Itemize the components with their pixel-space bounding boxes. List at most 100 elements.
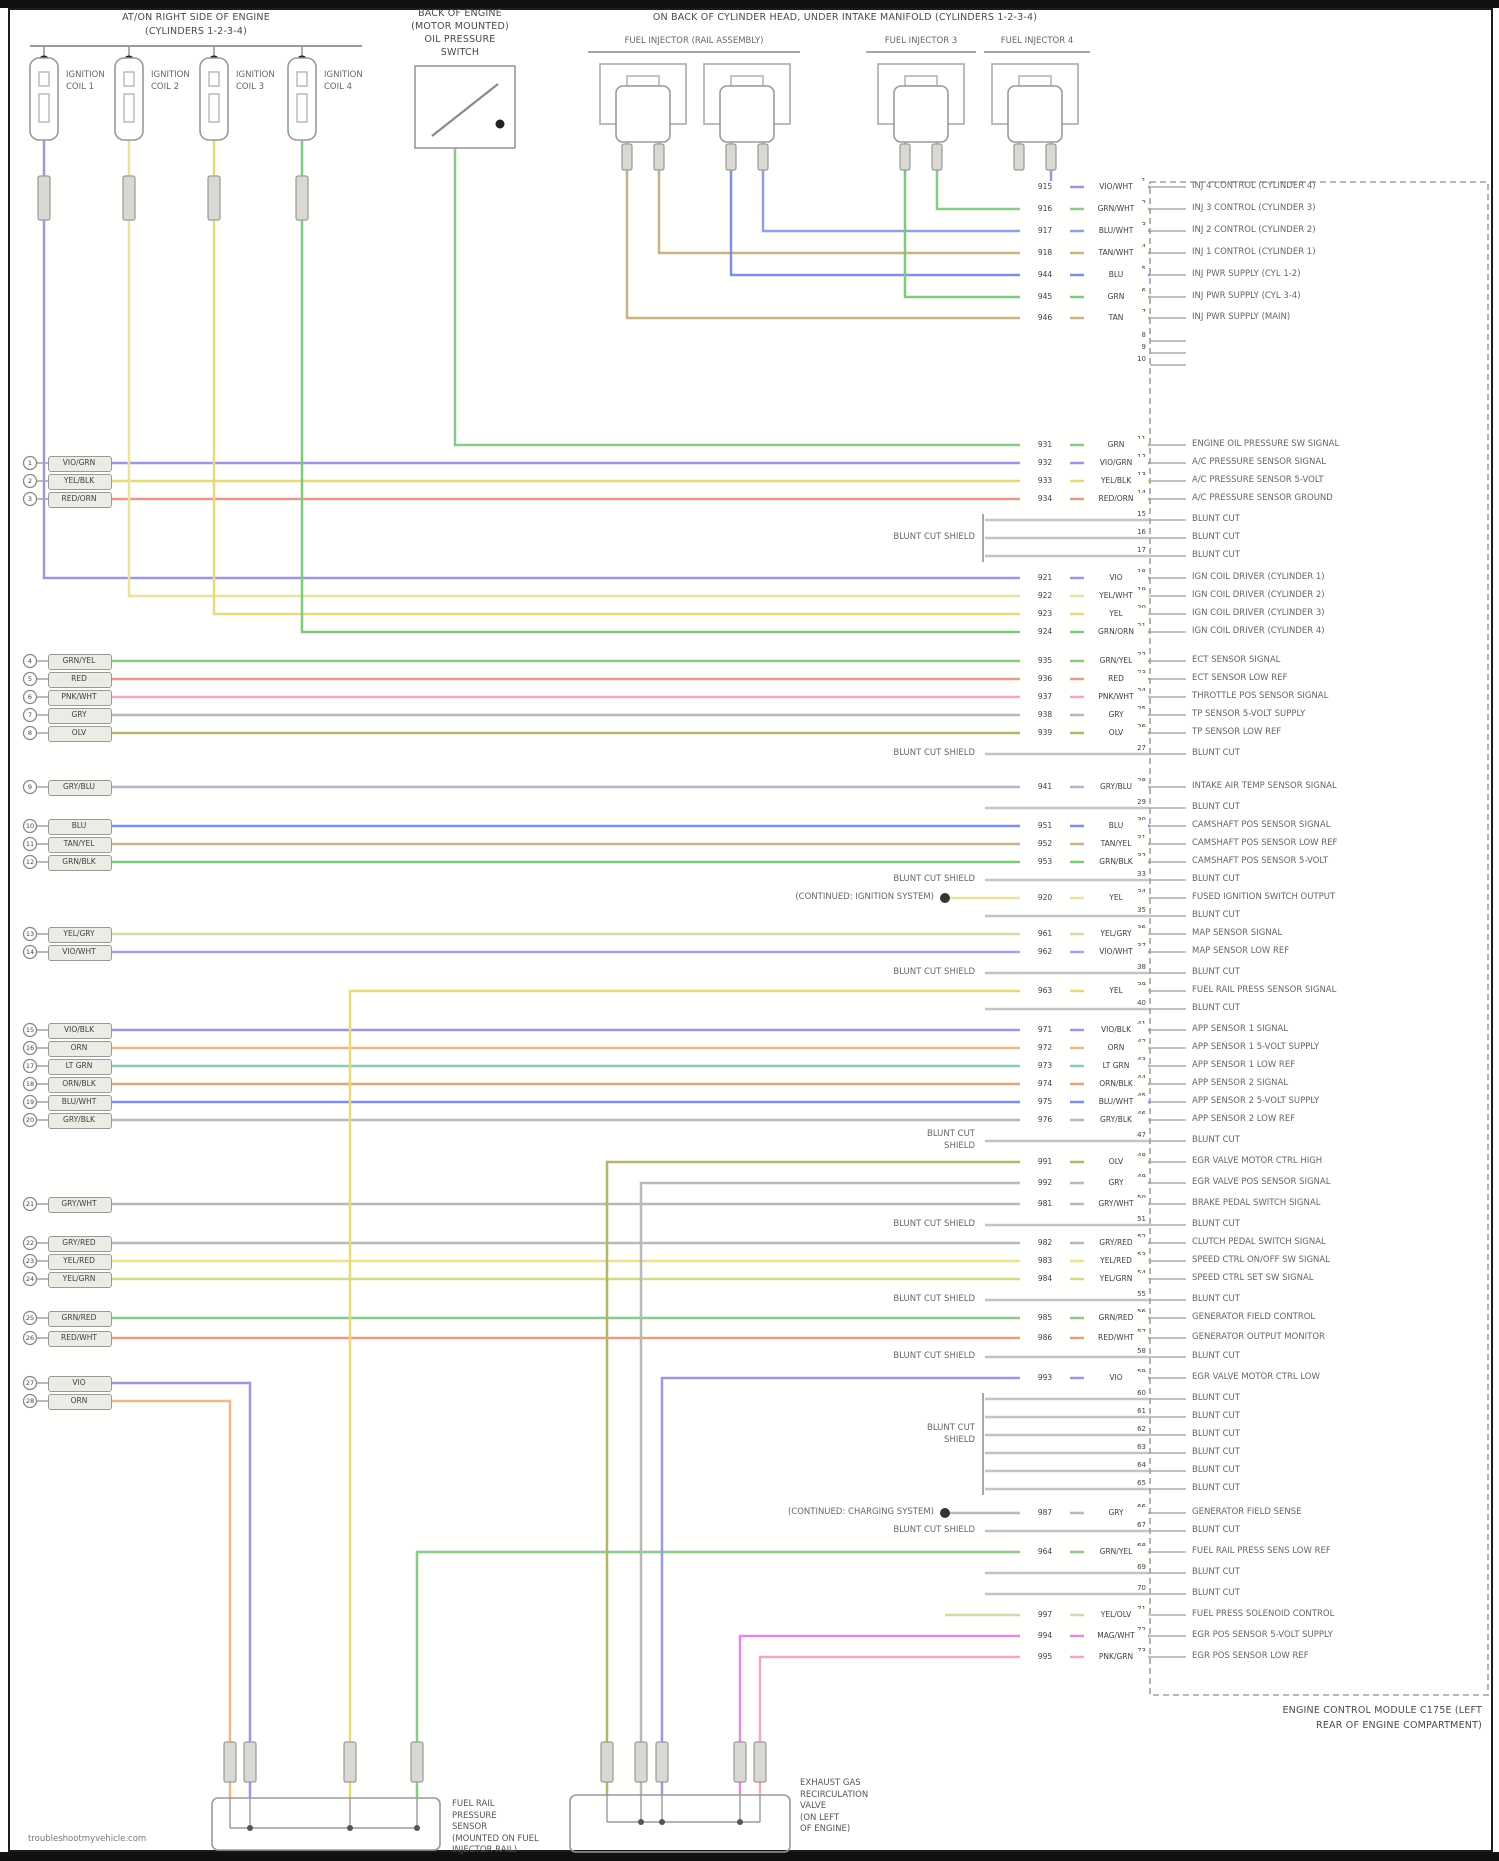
pin-circle xyxy=(22,455,38,471)
wire-color-code: ORN/BLK xyxy=(1084,1078,1148,1089)
wire-color-code: YEL/BLK xyxy=(1084,475,1148,486)
pin-description: BLUNT CUT xyxy=(1192,1447,1240,1457)
left-connector-plug xyxy=(48,927,112,943)
connector-plug xyxy=(600,1741,614,1783)
wire-color-code: GRN/BLK xyxy=(62,857,96,866)
wire xyxy=(348,989,1150,1798)
left-connector-plug xyxy=(48,837,112,853)
junction-dot xyxy=(414,1825,420,1831)
left-pin-number: 28 xyxy=(25,1397,35,1405)
oil-pressure-switch-symbol xyxy=(414,65,516,149)
left-connector-plug xyxy=(48,1376,112,1392)
pin-circle xyxy=(22,653,38,669)
pin-description: BLUNT CUT xyxy=(1192,1429,1240,1439)
wire-color-code: GRY/BLK xyxy=(63,1115,95,1124)
wire-color-code: LT GRN xyxy=(1084,1060,1148,1071)
circuit-number: 924 xyxy=(1020,626,1070,637)
wire-color-code: RED/WHT xyxy=(61,1333,97,1342)
left-pin-number: 5 xyxy=(27,675,33,683)
continued-note: (CONTINUED: IGNITION SYSTEM) xyxy=(795,892,934,902)
pin-number: 69 xyxy=(1137,1563,1146,1571)
pin-circle xyxy=(22,779,38,795)
fuel-injector-symbol xyxy=(615,85,671,143)
wire-color-code: GRN/ORN xyxy=(1084,626,1148,637)
coil-label: IGNITION xyxy=(236,70,275,80)
pin-description: CAMSHAFT POS SENSOR 5-VOLT xyxy=(1192,856,1329,866)
injector-group-label: FUEL INJECTOR 4 xyxy=(1000,36,1074,46)
pin-description: SPEED CTRL SET SW SIGNAL xyxy=(1192,1273,1314,1283)
wire-color-code: VIO/WHT xyxy=(1084,181,1148,192)
left-connector-plug xyxy=(48,654,112,670)
connector-plug xyxy=(733,1741,747,1783)
egr-label: EXHAUST GAS xyxy=(800,1778,861,1788)
pin-circle xyxy=(22,1271,38,1287)
left-pin-number: 6 xyxy=(27,693,33,701)
blunt-cut-shield-label: BLUNT CUT xyxy=(927,1423,975,1433)
connector-plug xyxy=(295,175,309,221)
connector-plug xyxy=(1013,143,1025,171)
circuit-number: 944 xyxy=(1020,269,1070,280)
wire-color-code: GRY/WHT xyxy=(61,1199,97,1208)
blunt-cut-shield-label: SHIELD xyxy=(944,1141,975,1151)
wire-color-code: PNK/WHT xyxy=(61,692,97,701)
pin-number: 58 xyxy=(1137,1347,1146,1355)
left-pin-number: 11 xyxy=(25,840,35,848)
pin-description: BLUNT CUT xyxy=(1192,748,1240,758)
pin-number: 67 xyxy=(1137,1521,1146,1529)
pin-circle xyxy=(22,1196,38,1212)
wire-color-code: TAN/YEL xyxy=(63,839,95,848)
header-right-line1: ON BACK OF CYLINDER HEAD, UNDER INTAKE M… xyxy=(652,12,1038,23)
left-pin-number: 24 xyxy=(25,1275,35,1283)
left-connector-plug xyxy=(48,1077,112,1093)
circuit-number: 992 xyxy=(1020,1177,1070,1188)
pin-number: 38 xyxy=(1137,963,1146,971)
pin-description: APP SENSOR 1 5-VOLT SUPPLY xyxy=(1192,1042,1320,1052)
pin-description: BLUNT CUT xyxy=(1192,1351,1240,1361)
circuit-number: 931 xyxy=(1020,439,1070,450)
pin-circle xyxy=(22,1393,38,1409)
pin-description: CLUTCH PEDAL SWITCH SIGNAL xyxy=(1192,1237,1326,1247)
pin-circle xyxy=(22,491,38,507)
coil-label: COIL 2 xyxy=(151,82,179,92)
frp-label: SENSOR xyxy=(452,1822,488,1832)
pin-description: FUSED IGNITION SWITCH OUTPUT xyxy=(1192,892,1336,902)
pin-description: THROTTLE POS SENSOR SIGNAL xyxy=(1192,691,1329,701)
wire-color-code: OLV xyxy=(71,728,87,737)
left-pin-number: 4 xyxy=(27,657,33,665)
coil-inner-detail xyxy=(38,93,50,123)
pin-number: 27 xyxy=(1137,744,1146,752)
pin-description: BLUNT CUT xyxy=(1192,1525,1240,1535)
frp-label: (MOUNTED ON FUEL xyxy=(452,1833,539,1844)
circuit-number: 934 xyxy=(1020,493,1070,504)
left-pin-number: 1 xyxy=(27,459,33,467)
left-connector-plug xyxy=(48,1041,112,1057)
wire-color-code: RED/ORN xyxy=(1084,493,1148,504)
frp-label: INJECTOR RAIL) xyxy=(452,1845,518,1855)
pin-description: BLUNT CUT xyxy=(1192,1135,1240,1145)
left-connector-plug xyxy=(48,1236,112,1252)
pin-circle xyxy=(22,1330,38,1346)
wire-color-code: VIO/WHT xyxy=(1084,946,1148,957)
left-connector-plug xyxy=(48,690,112,706)
pin-number: 17 xyxy=(1137,546,1146,554)
connector-plug xyxy=(653,143,665,171)
wire-color-code: ORN xyxy=(1084,1042,1148,1053)
left-pin-number: 15 xyxy=(25,1026,35,1034)
wire-color-code: VIO/BLK xyxy=(1084,1024,1148,1035)
oil-switch-header: SWITCH xyxy=(440,47,480,58)
coil-inner-detail xyxy=(123,71,135,87)
wire-color-code: OLV xyxy=(1084,727,1148,738)
pin-description: A/C PRESSURE SENSOR GROUND xyxy=(1192,493,1333,503)
wire-color-code: ORN xyxy=(70,1396,88,1405)
pin-description: BLUNT CUT xyxy=(1192,910,1240,920)
connector-plug xyxy=(37,175,51,221)
blunt-cut-shield-label: BLUNT CUT SHIELD xyxy=(893,748,975,758)
pin-circle xyxy=(22,671,38,687)
pin-number: 61 xyxy=(1137,1407,1146,1415)
blunt-cut-shield-label: BLUNT CUT SHIELD xyxy=(893,1219,975,1229)
injector-group-label: FUEL INJECTOR (RAIL ASSEMBLY) xyxy=(624,36,764,46)
pin-number: 64 xyxy=(1137,1461,1146,1469)
pin-description: APP SENSOR 1 LOW REF xyxy=(1192,1060,1296,1070)
wire xyxy=(605,1160,1150,1795)
